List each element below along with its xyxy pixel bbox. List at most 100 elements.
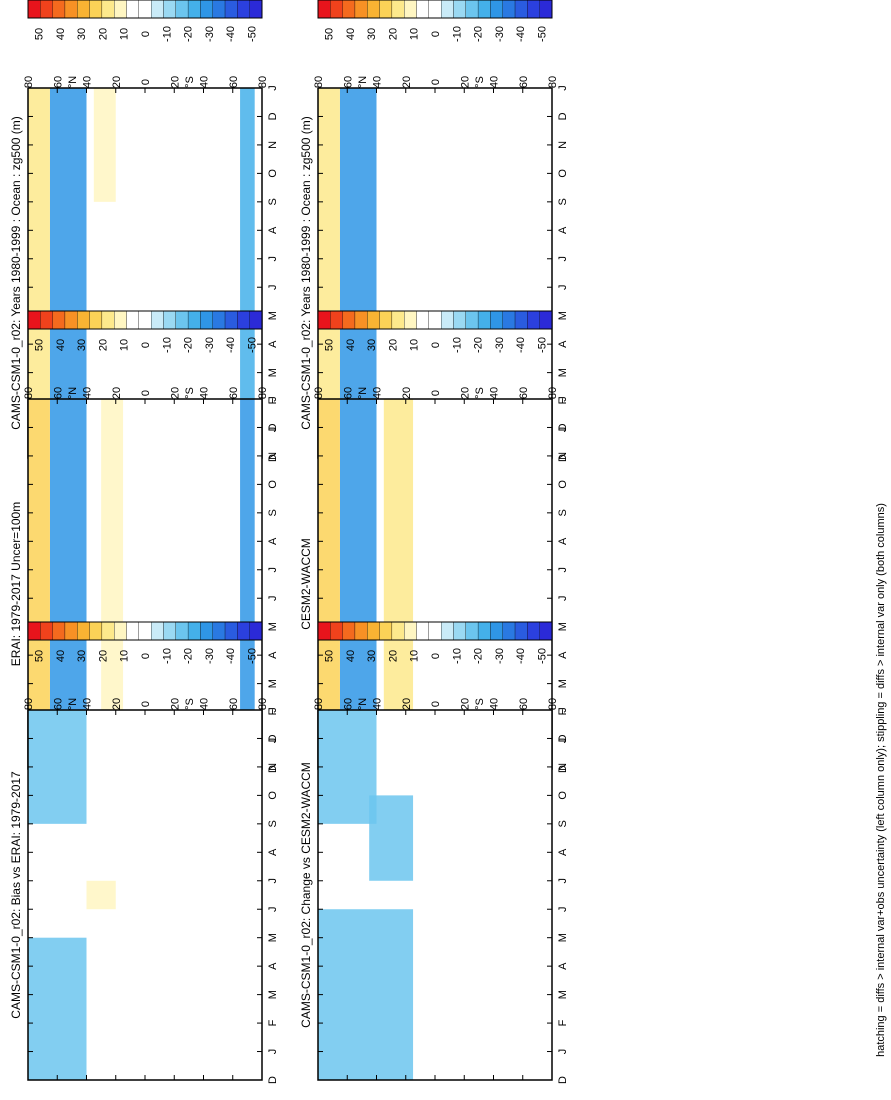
month-tick-label: J	[557, 707, 569, 713]
month-tick-label: M	[557, 622, 569, 631]
colorbar-label: 10	[119, 650, 131, 662]
lat-tick-label: 20	[111, 698, 123, 710]
colorbar-label: 30	[366, 339, 378, 351]
colorbar-swatch	[502, 310, 516, 330]
colorbar-swatch	[151, 621, 164, 641]
month-tick-label: J	[267, 256, 279, 262]
lat-tick-label: 60	[228, 387, 240, 399]
colorbar-label: -40	[225, 337, 237, 353]
south-label: °S	[184, 76, 196, 88]
heatmap-region	[28, 710, 87, 824]
lat-tick-label: 40	[489, 76, 501, 88]
lat-tick-label: 80	[257, 76, 269, 88]
month-tick-label: D	[267, 423, 279, 431]
colorbar-swatch	[224, 0, 238, 19]
month-tick-label: M	[267, 622, 279, 631]
colorbar-label: -20	[473, 337, 485, 353]
colorbar-swatch	[416, 310, 429, 330]
colorbar-label: -20	[183, 26, 195, 42]
north-label: °N	[67, 387, 79, 399]
colorbar-label: -50	[536, 26, 548, 42]
heatmap-region	[240, 88, 255, 458]
month-tick-label: F	[267, 1019, 279, 1026]
month-tick-label: J	[267, 906, 279, 912]
colorbar-label: -30	[494, 648, 506, 664]
colorbar-label: 20	[97, 339, 109, 351]
colorbar-label: 0	[430, 31, 442, 37]
colorbar-label: -10	[161, 337, 173, 353]
colorbar-swatch	[200, 621, 213, 641]
month-tick-label: O	[557, 480, 569, 489]
colorbar-swatch	[114, 310, 127, 330]
heatmap-region	[383, 399, 414, 769]
lat-tick-label: 60	[342, 698, 354, 710]
colorbar-swatch	[175, 310, 189, 330]
lat-tick-label: 0	[430, 701, 442, 707]
colorbar-label: -30	[494, 26, 506, 42]
panel-title: ERAI: 1979-2017 Uncer=100m	[9, 502, 23, 666]
colorbar-swatch	[114, 0, 127, 19]
month-tick-label: D	[267, 454, 279, 462]
colorbar-swatch	[52, 621, 66, 641]
panel-title: CAMS-CSM1-0_r02: Change vs CESM2-WACCM	[299, 762, 313, 1028]
colorbar-swatch	[354, 621, 368, 641]
colorbar-label: 40	[55, 650, 67, 662]
colorbar-swatch	[404, 621, 417, 641]
month-tick-label: N	[557, 452, 569, 460]
panel-title: CAMS-CSM1-0_r02: Years 1980-1999 : Ocean…	[9, 116, 23, 430]
colorbar-swatch	[224, 621, 238, 641]
colorbar: 50 40 30 20 10 0 -10 -20 -30 -40 -50	[27, 0, 263, 42]
colorbar-label: -10	[161, 648, 173, 664]
colorbar-swatch	[89, 0, 103, 19]
colorbar-swatch	[200, 310, 213, 330]
colorbar-swatch	[477, 621, 491, 641]
colorbar-label: -50	[536, 337, 548, 353]
month-tick-label: N	[557, 763, 569, 771]
colorbar-swatch	[89, 310, 103, 330]
colorbar-swatch	[77, 310, 90, 330]
month-tick-label: D	[267, 112, 279, 120]
month-tick-label: A	[557, 340, 569, 348]
month-tick-label: J	[267, 595, 279, 601]
month-tick-label: J	[267, 284, 279, 290]
month-tick-label: M	[267, 311, 279, 320]
colorbar-label: 0	[430, 653, 442, 659]
colorbar-swatch	[490, 621, 503, 641]
colorbar-swatch	[249, 621, 263, 641]
south-label: °S	[184, 698, 196, 710]
colorbar-label: -40	[225, 648, 237, 664]
colorbar-swatch	[89, 621, 103, 641]
colorbar: 50 40 30 20 10 0 -10 -20 -30 -40 -50	[27, 621, 263, 664]
month-tick-label: J	[267, 878, 279, 884]
lat-tick-label: 40	[489, 387, 501, 399]
colorbar-swatch	[367, 0, 380, 19]
colorbar-swatch	[40, 0, 53, 19]
colorbar-swatch	[64, 310, 78, 330]
month-tick-label: N	[267, 141, 279, 149]
colorbar-label: 50	[324, 650, 336, 662]
colorbar-label: 30	[366, 650, 378, 662]
month-tick-label: J	[557, 878, 569, 884]
colorbar-label: -50	[246, 26, 258, 42]
month-tick-label: D	[267, 734, 279, 742]
colorbar-frame	[317, 621, 553, 641]
lat-tick-label: 20	[401, 76, 413, 88]
lat-tick-label: 20	[169, 76, 181, 88]
colorbar-swatch	[101, 621, 115, 641]
month-tick-label: F	[267, 708, 279, 715]
lat-tick-label: 20	[459, 698, 471, 710]
colorbar-swatch	[330, 310, 343, 330]
colorbar-label: -30	[494, 337, 506, 353]
colorbar-swatch	[527, 621, 540, 641]
month-tick-label: S	[267, 820, 279, 827]
month-tick-label: J	[557, 256, 569, 262]
colorbar-swatch	[175, 0, 189, 19]
colorbar-swatch	[163, 310, 176, 330]
south-label: °S	[184, 387, 196, 399]
month-tick-label: A	[557, 651, 569, 659]
colorbar-swatch	[163, 621, 176, 641]
month-tick-label: J	[557, 738, 569, 744]
month-tick-label: M	[557, 368, 569, 377]
